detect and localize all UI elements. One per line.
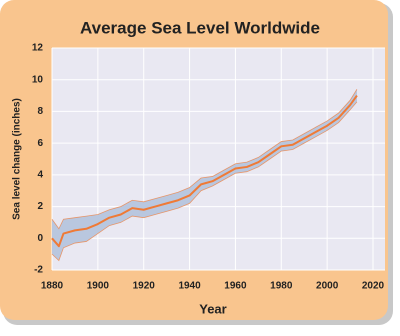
y-tick-label: 0 — [37, 233, 43, 244]
y-tick-label: 12 — [32, 43, 44, 54]
y-tick-label: 8 — [37, 106, 43, 117]
y-tick-label: -2 — [34, 265, 43, 276]
y-tick-label: 6 — [37, 138, 43, 149]
y-tick-label: 10 — [32, 74, 44, 85]
band-edge — [51, 101, 358, 262]
x-tick-label: 1920 — [133, 281, 156, 292]
x-tick-label: 1980 — [270, 281, 293, 292]
x-tick-label: 2000 — [316, 281, 339, 292]
y-axis-label: Sea level change (inches) — [12, 98, 23, 220]
y-tick-label: 2 — [37, 201, 43, 212]
x-tick-label: 1900 — [87, 281, 110, 292]
chart-title: Average Sea Level Worldwide — [80, 18, 320, 37]
x-tick-label: 1880 — [41, 281, 64, 292]
x-tick-label: 2020 — [362, 281, 385, 292]
uncertainty-band — [52, 89, 357, 261]
plot-area — [52, 48, 385, 270]
line — [51, 94, 358, 248]
y-tick-label: 4 — [37, 169, 43, 180]
x-tick-label: 1960 — [224, 281, 247, 292]
band-edge — [51, 89, 358, 230]
x-tick-label: 1940 — [178, 281, 201, 292]
x-axis-label: Year — [199, 301, 226, 316]
